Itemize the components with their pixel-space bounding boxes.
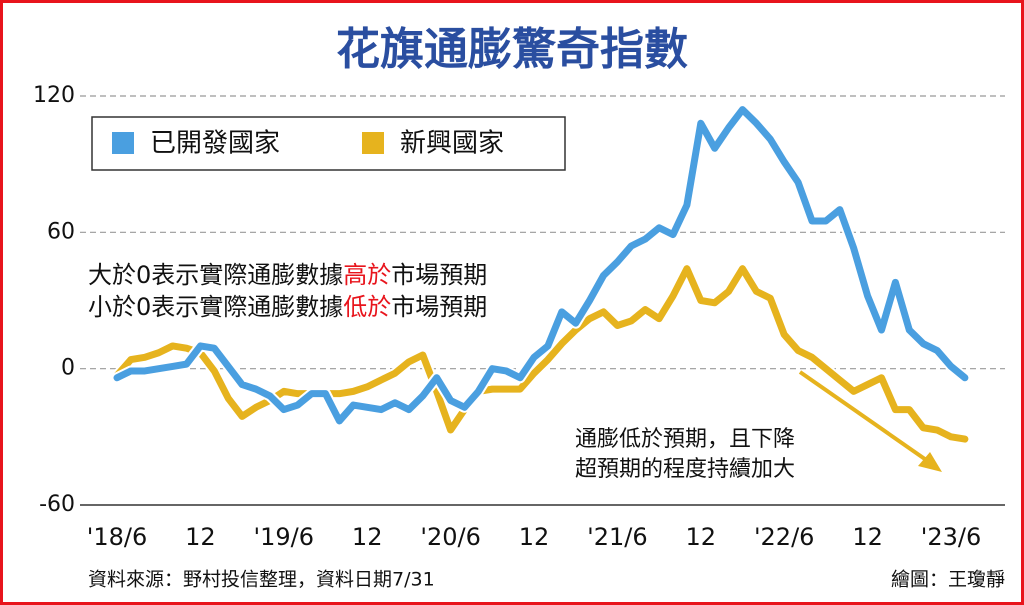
x-tick-label: '20/6 — [420, 523, 481, 551]
y-tick-label: 0 — [61, 356, 75, 381]
legend-swatch — [362, 132, 384, 154]
arrow — [798, 370, 934, 466]
arrow-note: 超預期的程度持續加大 — [575, 457, 795, 482]
annotation: 小於0表示實際通膨數據低於市場預期 — [88, 293, 487, 321]
legend-label: 新興國家 — [400, 129, 504, 159]
y-tick-label: -60 — [39, 492, 75, 517]
x-tick-label: '23/6 — [921, 523, 982, 551]
x-tick-label: '18/6 — [87, 523, 148, 551]
chart-title: 花旗通膨驚奇指數 — [336, 24, 688, 75]
annotation: 大於0表示實際通膨數據高於市場預期 — [88, 261, 487, 289]
y-tick-label: 60 — [47, 219, 75, 244]
annotation-part: 低於 — [343, 293, 391, 321]
annotation-part: 小於0表示實際通膨數據 — [88, 293, 343, 321]
x-tick-label: '21/6 — [587, 523, 648, 551]
y-tick-label: 120 — [33, 83, 75, 108]
annotation-part: 大於0表示實際通膨數據 — [88, 261, 343, 289]
arrow-head — [918, 452, 942, 472]
x-tick-label: 12 — [852, 523, 883, 551]
x-tick-label: '22/6 — [754, 523, 815, 551]
arrow-note: 通膨低於預期，且下降 — [575, 427, 795, 452]
legend-swatch — [112, 132, 134, 154]
annotation-part: 高於 — [343, 261, 391, 289]
x-tick-label: 12 — [185, 523, 216, 551]
x-tick-label: 12 — [519, 523, 550, 551]
line — [113, 265, 969, 443]
plot — [80, 95, 1005, 506]
line — [113, 106, 969, 425]
annotation-part: 市場預期 — [391, 261, 487, 289]
x-tick-label: 12 — [352, 523, 383, 551]
legend-box — [91, 116, 566, 171]
legend-label: 已開發國家 — [150, 129, 280, 159]
x-tick-label: '19/6 — [254, 523, 315, 551]
credit: 繪圖：王瓊靜 — [891, 569, 1005, 591]
x-tick-label: 12 — [686, 523, 717, 551]
annotation-part: 市場預期 — [391, 293, 487, 321]
source: 資料來源：野村投信整理，資料日期7/31 — [88, 569, 435, 591]
